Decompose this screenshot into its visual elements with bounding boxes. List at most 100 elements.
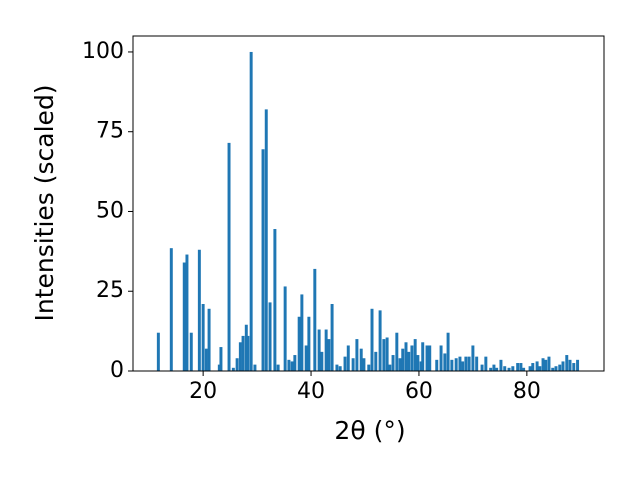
bar [507, 367, 511, 371]
bar [489, 367, 493, 371]
bar [576, 359, 580, 371]
bar [516, 363, 520, 371]
bar [404, 342, 408, 371]
bar [355, 339, 359, 371]
bar [551, 367, 555, 371]
bar [467, 356, 471, 371]
bar [297, 316, 301, 371]
bar [219, 347, 223, 371]
bar [197, 249, 201, 371]
bar [374, 351, 378, 371]
bar [362, 358, 366, 371]
bar [370, 308, 374, 371]
bar [307, 316, 311, 371]
bar [338, 366, 342, 371]
bar [428, 345, 432, 371]
x-tick-label: 40 [297, 379, 325, 404]
bar [454, 358, 458, 371]
bar [558, 364, 562, 371]
bar [293, 355, 297, 371]
x-tick-label: 20 [189, 379, 217, 404]
bar [346, 345, 350, 371]
bar [231, 367, 235, 371]
plot-frame [132, 35, 605, 372]
bar [410, 345, 414, 371]
bar [401, 348, 405, 371]
bar [235, 358, 239, 371]
x-axis-label: 2θ (°) [334, 416, 405, 445]
bar [304, 345, 308, 371]
bar [324, 329, 328, 371]
bar [495, 367, 499, 371]
bar [382, 339, 386, 371]
bar [419, 361, 423, 371]
bar [522, 367, 526, 371]
bar [320, 351, 324, 371]
bar [572, 363, 576, 371]
bar [541, 358, 545, 371]
bar [330, 304, 334, 371]
bar [450, 359, 454, 371]
bar [264, 109, 268, 371]
bar [458, 356, 462, 371]
bar [446, 332, 450, 371]
bar [547, 356, 551, 371]
bar [290, 361, 294, 371]
bar [407, 351, 411, 371]
bar [343, 356, 347, 371]
bar [416, 355, 420, 371]
bar [443, 353, 447, 371]
bar [238, 342, 242, 371]
bar [471, 345, 475, 371]
bar [385, 337, 389, 371]
bar [217, 364, 221, 371]
bar [425, 345, 429, 371]
bar [565, 355, 569, 371]
bar [273, 229, 277, 371]
bar [499, 359, 503, 371]
y-axis-label: Intensities (scaled) [30, 84, 59, 321]
bar [287, 359, 291, 371]
bar [535, 361, 539, 371]
y-tick-label: 25 [96, 278, 124, 303]
bar [317, 329, 321, 371]
bar [241, 335, 245, 371]
bar [398, 358, 402, 371]
bar [244, 324, 248, 371]
bar [300, 294, 304, 371]
bar [511, 366, 515, 371]
bar [204, 348, 208, 371]
bar [413, 339, 417, 371]
bar [227, 142, 231, 371]
bar [201, 304, 205, 371]
bar [246, 335, 250, 371]
bar [568, 359, 572, 371]
bar [484, 356, 488, 371]
x-tick-label: 60 [405, 379, 433, 404]
bar [189, 332, 193, 371]
bar [169, 248, 173, 371]
bar [475, 356, 479, 371]
x-tick-label: 80 [513, 379, 541, 404]
bar [464, 356, 468, 371]
y-tick-label: 100 [82, 39, 124, 64]
bar [253, 364, 257, 371]
bar [335, 364, 339, 371]
bar [561, 361, 565, 371]
bar [182, 262, 186, 371]
bar [395, 332, 399, 371]
bar [480, 364, 484, 371]
bar [503, 366, 507, 371]
bar [268, 302, 272, 371]
bar [435, 359, 439, 371]
bar [327, 339, 331, 371]
bar [461, 361, 465, 371]
bar [531, 363, 535, 371]
bar [421, 342, 425, 371]
bar [519, 363, 523, 371]
bar [492, 364, 496, 371]
bar [249, 51, 253, 371]
bar [185, 254, 189, 371]
bar [528, 366, 532, 371]
